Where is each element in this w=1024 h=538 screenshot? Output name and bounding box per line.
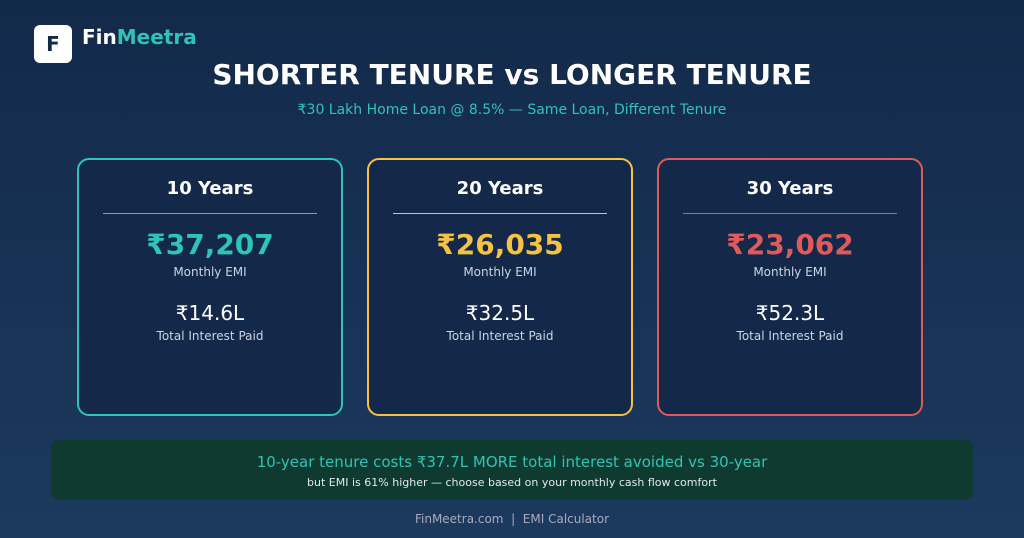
interest-label: Total Interest Paid (736, 329, 844, 343)
divider (103, 213, 317, 214)
card-title: 30 Years (746, 178, 834, 199)
logo-a: Fin (82, 25, 117, 49)
divider (393, 213, 607, 214)
emi-label: Monthly EMI (173, 265, 247, 279)
banner: 10-year tenure costs ₹37.7L MORE total i… (51, 440, 973, 500)
card: 20 Years ₹26,035 Monthly EMI ₹32.5L Tota… (367, 158, 633, 416)
interest: ₹14.6L (175, 301, 245, 325)
title: SHORTER TENURE vs LONGER TENURE (212, 58, 812, 91)
emi: ₹26,035 (436, 228, 564, 261)
divider (683, 213, 897, 214)
interest-label: Total Interest Paid (446, 329, 554, 343)
card: 10 Years ₹37,207 Monthly EMI ₹14.6L Tota… (77, 158, 343, 416)
card: 30 Years ₹23,062 Monthly EMI ₹52.3L Tota… (657, 158, 923, 416)
logo-icon: F (34, 25, 72, 63)
card-title: 10 Years (166, 178, 254, 199)
logo: F FinMeetra (34, 25, 197, 63)
logo-b: Meetra (116, 25, 197, 49)
card-title: 20 Years (456, 178, 544, 199)
banner-sub: but EMI is 61% higher — choose based on … (307, 476, 717, 489)
emi-label: Monthly EMI (463, 265, 537, 279)
banner-main: 10-year tenure costs ₹37.7L MORE total i… (256, 453, 768, 471)
interest: ₹32.5L (465, 301, 535, 325)
interest: ₹52.3L (755, 301, 825, 325)
emi: ₹23,062 (726, 228, 854, 261)
emi: ₹37,207 (146, 228, 274, 261)
interest-label: Total Interest Paid (156, 329, 264, 343)
logo-name: FinMeetra (82, 25, 197, 49)
emi-label: Monthly EMI (753, 265, 827, 279)
footer: FinMeetra.com | EMI Calculator (414, 512, 610, 526)
subtitle: ₹30 Lakh Home Loan @ 8.5% — Same Loan, D… (297, 102, 727, 118)
